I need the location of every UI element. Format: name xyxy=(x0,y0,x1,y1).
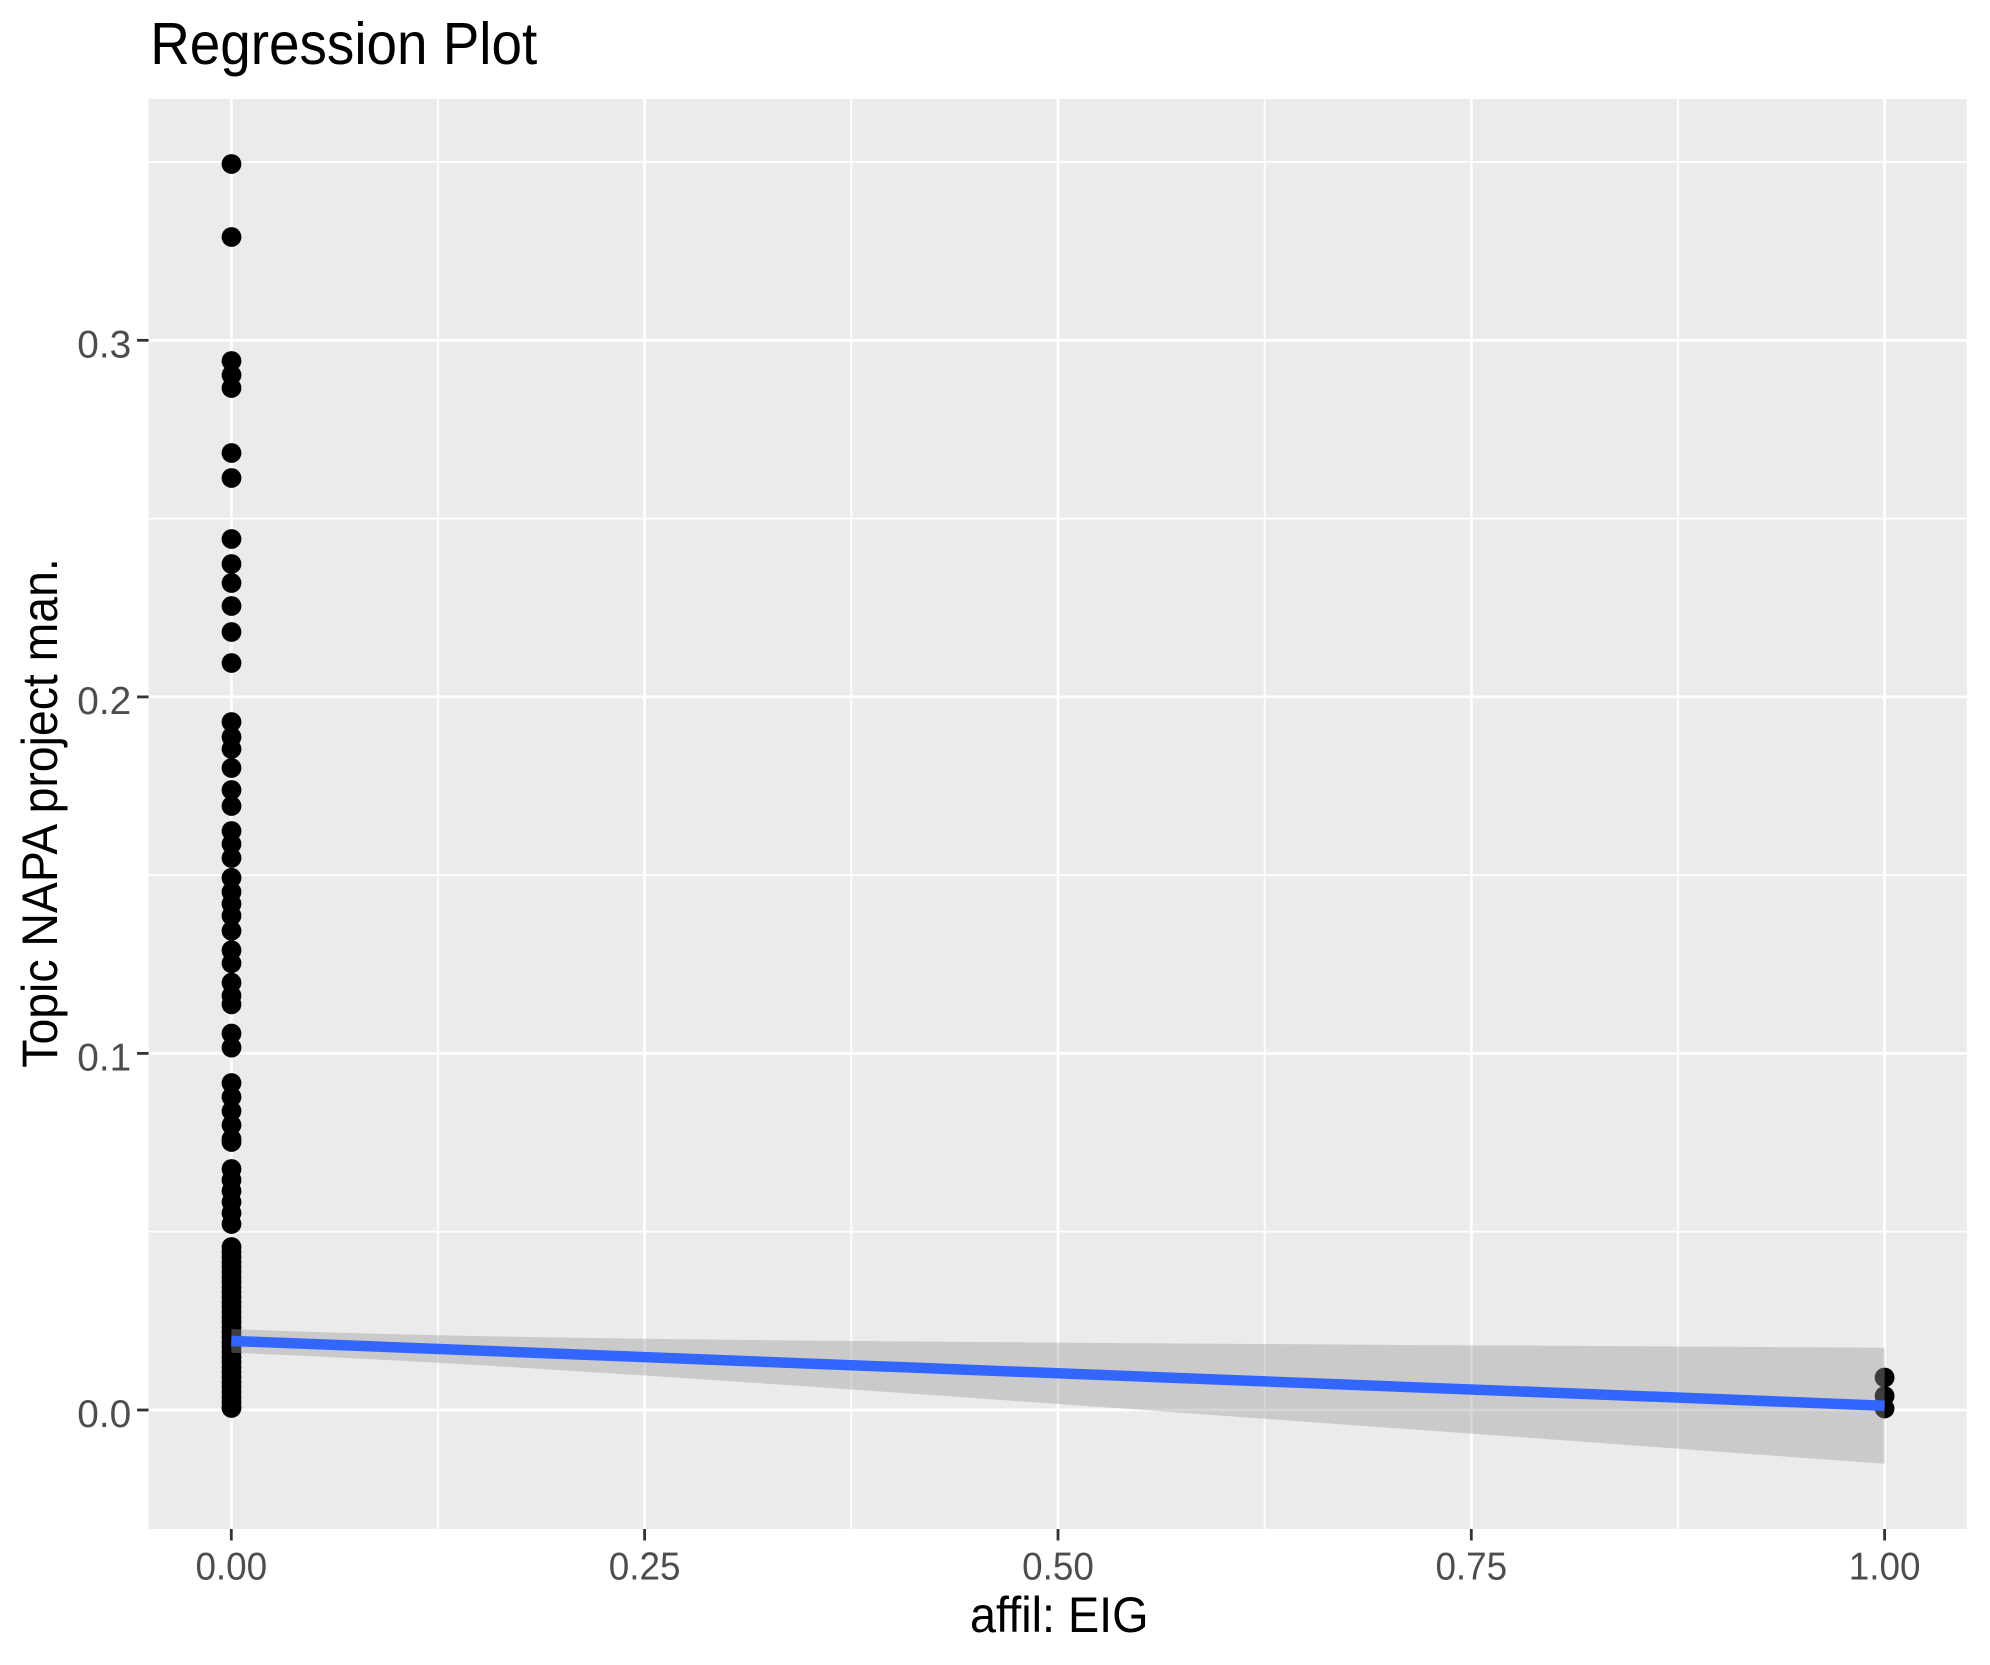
svg-text:affil: EIG: affil: EIG xyxy=(970,1588,1149,1644)
svg-text:Topic NAPA project man.: Topic NAPA project man. xyxy=(13,558,69,1067)
svg-text:0.00: 0.00 xyxy=(195,1546,267,1589)
svg-text:0.3: 0.3 xyxy=(77,324,131,367)
svg-text:0.50: 0.50 xyxy=(1022,1546,1094,1589)
svg-text:0.75: 0.75 xyxy=(1435,1546,1507,1589)
svg-text:1.00: 1.00 xyxy=(1849,1546,1921,1589)
svg-text:0.2: 0.2 xyxy=(77,680,131,723)
svg-text:Regression Plot: Regression Plot xyxy=(150,11,537,78)
svg-text:0.25: 0.25 xyxy=(609,1546,681,1589)
svg-text:0.1: 0.1 xyxy=(77,1037,131,1080)
svg-text:0.0: 0.0 xyxy=(77,1393,131,1436)
